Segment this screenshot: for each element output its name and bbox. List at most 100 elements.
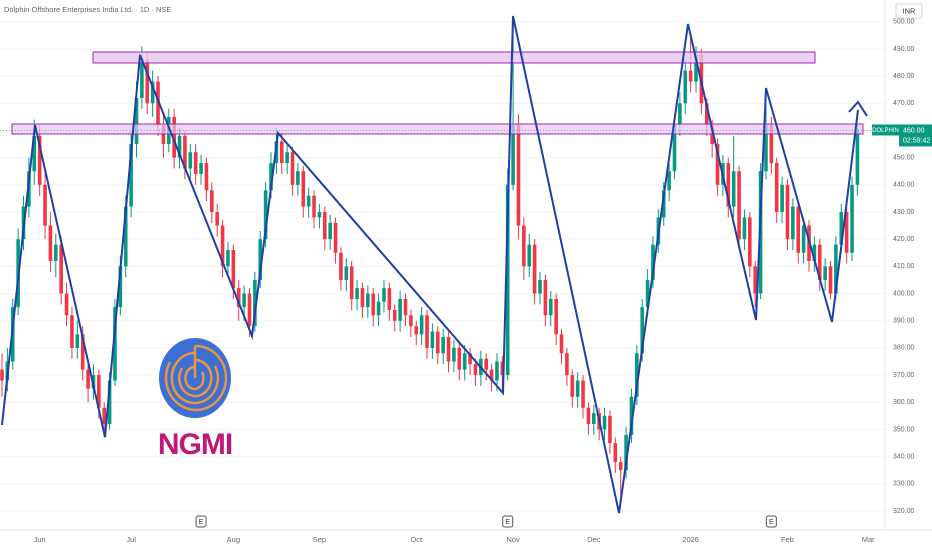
candle-body	[694, 54, 698, 82]
y-tick-label: 370.00	[893, 372, 915, 379]
candle-body	[290, 152, 295, 185]
resistance-zone	[92, 51, 816, 64]
candle-body	[457, 347, 462, 370]
candle-body	[505, 184, 510, 376]
candle-body	[801, 225, 806, 253]
candle-body	[489, 369, 494, 381]
symbol-box	[872, 124, 899, 136]
candle-body	[118, 266, 123, 308]
candle-body	[236, 288, 241, 308]
y-tick-label: 480.00	[893, 73, 915, 80]
candle-body	[511, 125, 515, 185]
candle-body	[559, 334, 564, 354]
candle-body	[269, 163, 273, 191]
candle-body	[360, 288, 365, 308]
candle-body	[726, 163, 731, 207]
zigzag-line	[1, 15, 859, 514]
candle-body	[102, 407, 107, 424]
candle-body	[715, 144, 720, 185]
candle-body	[586, 407, 591, 424]
candle-body	[258, 239, 263, 280]
candle-body	[462, 353, 467, 370]
candle-body	[376, 301, 381, 316]
candle-body	[737, 171, 741, 240]
candle-body	[333, 222, 338, 253]
y-tick-label: 340.00	[893, 453, 915, 460]
candle-body	[48, 225, 53, 261]
candle-body	[226, 250, 230, 267]
candle-body	[710, 125, 714, 145]
y-tick-label: 330.00	[893, 481, 915, 488]
y-tick-label: 430.00	[893, 209, 915, 216]
candle-body	[640, 307, 645, 354]
candle-body	[425, 315, 429, 348]
y-tick-label: 470.00	[893, 100, 915, 107]
candle-body	[32, 135, 37, 172]
candle-body	[285, 152, 289, 164]
candle-body	[183, 135, 187, 169]
x-tick-label: Oct	[410, 535, 423, 544]
y-tick-label: 490.00	[893, 46, 915, 53]
candle-body	[635, 353, 639, 397]
candle-body	[484, 358, 488, 370]
y-tick-label: 350.00	[893, 426, 915, 433]
x-tick-label: Sep	[313, 535, 326, 544]
candle-body	[317, 212, 322, 218]
candle-body	[140, 59, 144, 98]
candle-body	[554, 298, 558, 335]
candle-body	[446, 337, 451, 362]
candle-body	[785, 184, 790, 240]
candle-body	[75, 334, 80, 348]
y-tick-label: 320.00	[893, 508, 915, 515]
candle-body	[592, 413, 596, 424]
candle-body	[608, 415, 612, 444]
candle-body	[452, 347, 456, 362]
y-tick-label: 380.00	[893, 345, 915, 352]
candle-body	[527, 244, 532, 267]
candle-body	[828, 266, 833, 294]
candle-body	[855, 130, 860, 185]
candle-body	[204, 163, 209, 191]
candle-body	[548, 298, 553, 316]
candle-body	[543, 279, 548, 316]
y-tick-label: 420.00	[893, 236, 915, 243]
candle-body	[645, 279, 650, 308]
candle-body	[834, 244, 838, 294]
candle-body	[817, 244, 822, 280]
candle-body	[43, 184, 47, 226]
candle-body	[150, 81, 155, 104]
candle-body	[156, 81, 160, 126]
candle-body	[134, 97, 139, 145]
logo-text: NGMI	[158, 428, 232, 461]
y-tick-label: 500.00	[893, 19, 915, 26]
candle-body	[70, 315, 74, 348]
candle-body	[683, 70, 688, 104]
candle-body	[323, 212, 327, 240]
logo-labyrinth	[164, 344, 228, 412]
symbol-label: DOLPHIN	[872, 128, 899, 134]
x-tick-label: Feb	[781, 535, 794, 544]
x-tick-label: 2026	[682, 535, 699, 544]
candle-body	[618, 462, 623, 471]
candle-body	[215, 212, 219, 226]
arrow-head	[848, 100, 868, 117]
candle-body	[210, 190, 214, 212]
chart-title: Dolphin Offshore Enterprises India Ltd. …	[4, 5, 171, 14]
candle-body	[188, 152, 193, 169]
y-tick-label: 410.00	[893, 263, 915, 270]
candle-body	[774, 163, 779, 212]
candle-body	[97, 375, 101, 408]
candle-body	[516, 125, 521, 226]
candle-body	[753, 266, 757, 294]
candle-body	[328, 222, 332, 240]
candle-body	[570, 375, 575, 397]
candle-body	[355, 288, 359, 299]
candle-body	[522, 225, 526, 267]
candle-body	[382, 288, 386, 302]
x-tick-label: Jul	[126, 535, 136, 544]
candle-body	[791, 206, 795, 240]
candle-body	[263, 190, 268, 240]
candle-body	[349, 266, 354, 299]
